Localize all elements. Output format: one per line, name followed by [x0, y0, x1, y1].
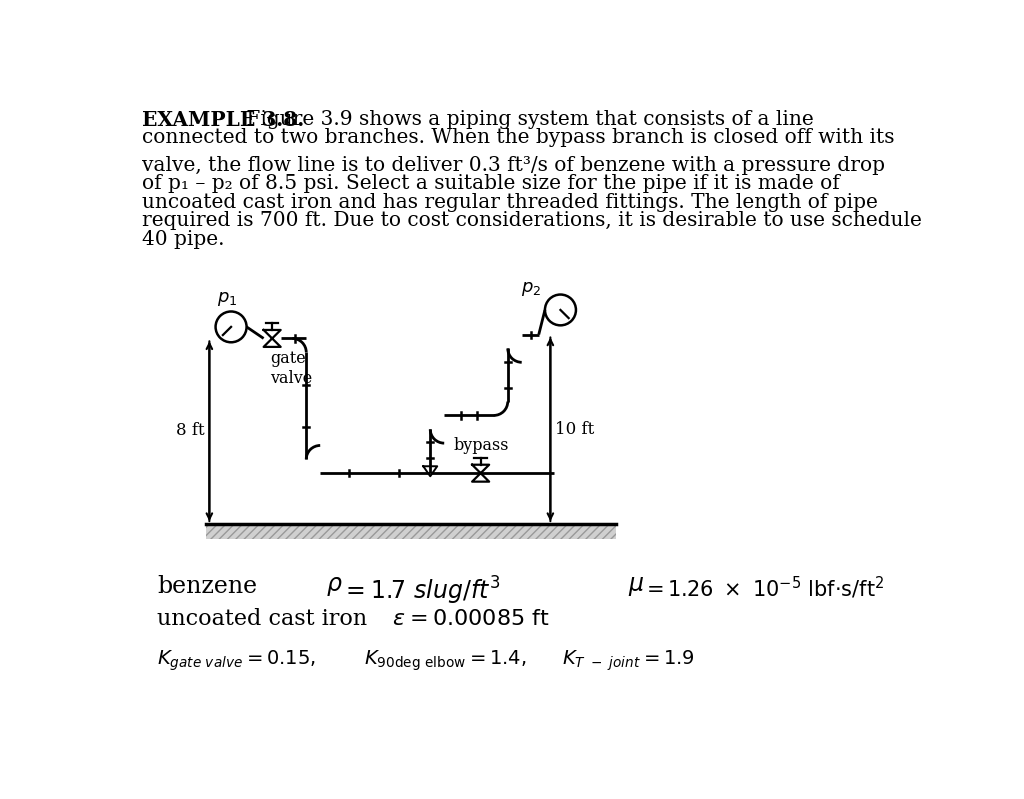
Text: Figure 3.9 shows a piping system that consists of a line: Figure 3.9 shows a piping system that co…: [240, 109, 813, 129]
Text: required is 700 ft. Due to cost considerations, it is desirable to use schedule: required is 700 ft. Due to cost consider…: [142, 212, 922, 230]
Text: valve, the flow line is to deliver 0.3 ft³/s of benzene with a pressure drop: valve, the flow line is to deliver 0.3 f…: [142, 156, 885, 175]
Text: $= 0.00085\ \mathrm{ft}$: $= 0.00085\ \mathrm{ft}$: [406, 608, 550, 630]
Text: $K_{\mathit{gate\ valve}}$$ = 0.15,$: $K_{\mathit{gate\ valve}}$$ = 0.15,$: [158, 649, 316, 674]
Text: gate
valve: gate valve: [270, 350, 312, 387]
Text: connected to two branches. When the bypass branch is closed off with its: connected to two branches. When the bypa…: [142, 128, 894, 147]
Text: EXAMPLE 3.8.: EXAMPLE 3.8.: [142, 109, 304, 129]
Text: uncoated cast iron: uncoated cast iron: [158, 608, 368, 630]
Text: $K_{\mathrm{90deg\ elbow}}$$ = 1.4,$: $K_{\mathrm{90deg\ elbow}}$$ = 1.4,$: [365, 649, 526, 674]
Text: $p_1$: $p_1$: [217, 289, 238, 308]
Text: benzene: benzene: [158, 574, 258, 598]
Text: 8 ft: 8 ft: [176, 423, 205, 439]
Text: $\mu$: $\mu$: [628, 574, 644, 598]
Text: $p_2$: $p_2$: [521, 280, 541, 298]
Text: bypass: bypass: [454, 437, 509, 454]
Text: $= 1.7\ \mathit{slug/ft}^3$: $= 1.7\ \mathit{slug/ft}^3$: [341, 574, 501, 607]
Text: 10 ft: 10 ft: [555, 421, 594, 438]
Text: uncoated cast iron and has regular threaded fittings. The length of pipe: uncoated cast iron and has regular threa…: [142, 193, 878, 212]
Text: $\varepsilon$: $\varepsilon$: [391, 608, 404, 630]
Text: $= 1.26\ \times\ 10^{-5}\ \mathrm{lbf{\cdot}s/ft}^2$: $= 1.26\ \times\ 10^{-5}\ \mathrm{lbf{\c…: [642, 574, 885, 601]
Text: $\rho$: $\rho$: [326, 574, 342, 598]
Text: 40 pipe.: 40 pipe.: [142, 230, 224, 248]
Text: of p₁ – p₂ of 8.5 psi. Select a suitable size for the pipe if it is made of: of p₁ – p₂ of 8.5 psi. Select a suitable…: [142, 174, 840, 193]
Text: $K_{\mathit{T\ -\ joint}}$$ = 1.9$: $K_{\mathit{T\ -\ joint}}$$ = 1.9$: [562, 649, 694, 674]
